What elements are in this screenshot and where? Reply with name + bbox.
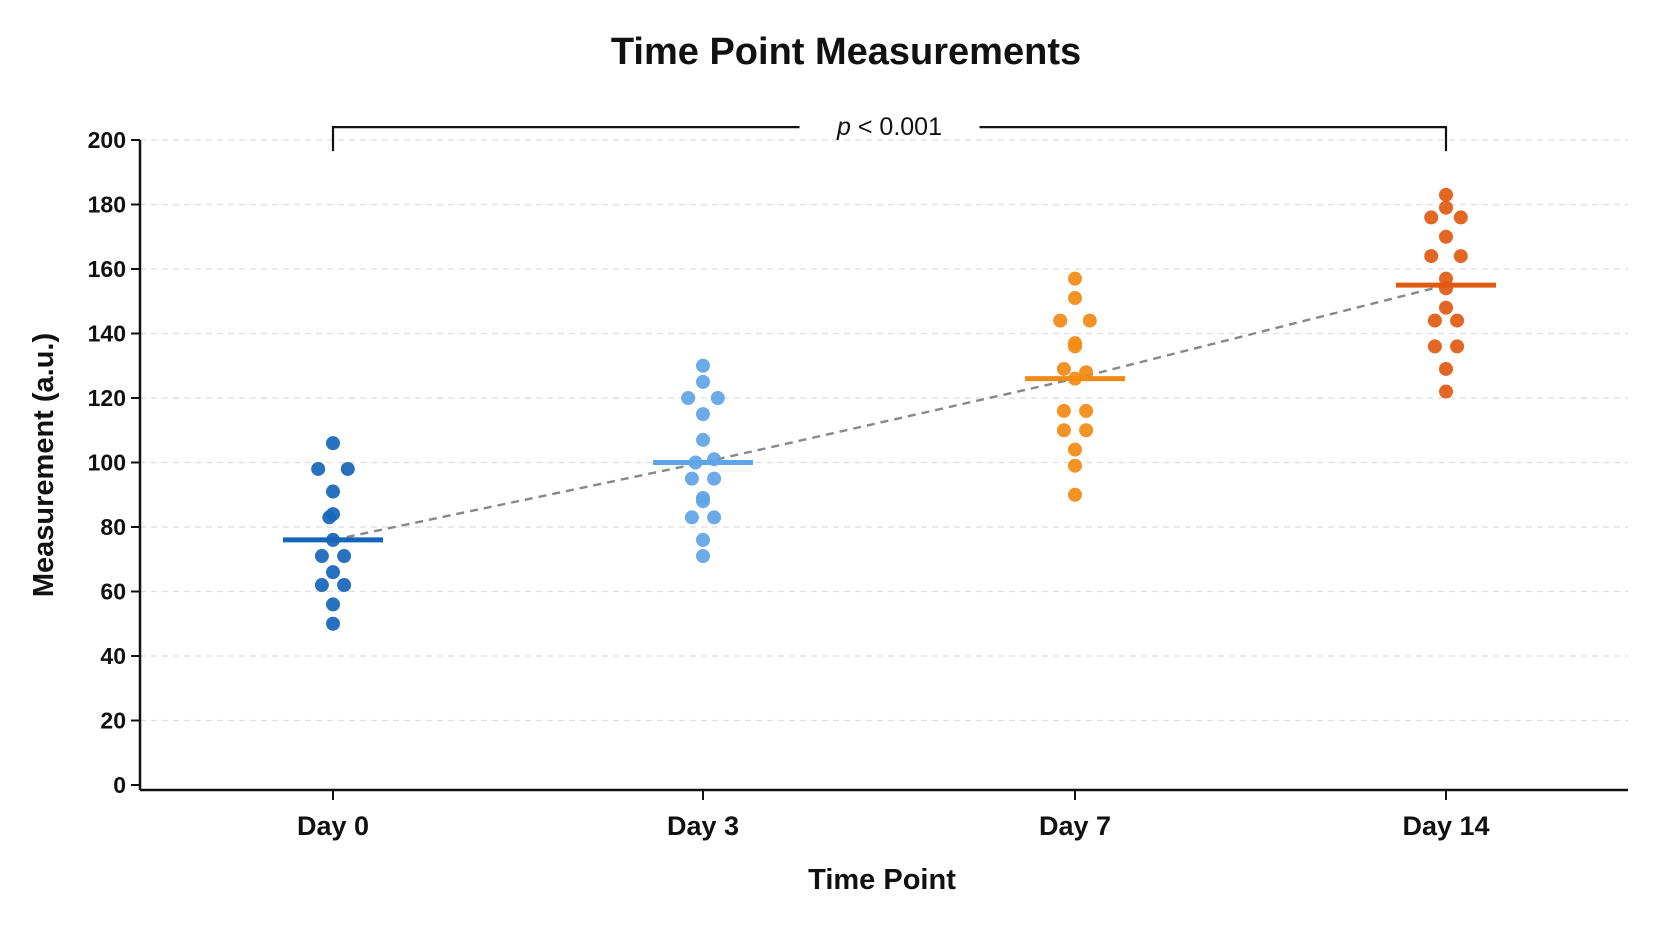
data-point — [1068, 291, 1082, 306]
data-point — [314, 578, 329, 593]
data-point — [1056, 423, 1071, 438]
data-point — [311, 461, 326, 476]
data-point — [684, 471, 699, 486]
data-point — [1068, 442, 1082, 457]
y-tick-label: 0 — [113, 772, 126, 798]
data-point — [322, 510, 337, 525]
data-point — [1439, 300, 1453, 315]
data-point — [326, 565, 340, 580]
data-point — [696, 532, 710, 547]
data-point — [1439, 187, 1453, 202]
data-point — [1079, 403, 1094, 418]
x-axis-title: Time Point — [808, 864, 956, 896]
y-axis-ticks: 0 20 40 60 80 100 120 140 160 180 200 — [88, 127, 140, 798]
x-tick-label: Day 3 — [667, 811, 739, 841]
data-point — [1439, 361, 1453, 376]
data-point — [1068, 487, 1082, 502]
x-tick-label: Day 7 — [1039, 811, 1111, 841]
chart-title: Time Point Measurements — [611, 31, 1081, 73]
data-point — [1427, 313, 1442, 328]
data-point — [326, 616, 340, 631]
data-point — [696, 407, 710, 422]
data-point — [1053, 313, 1068, 328]
data-point — [1424, 210, 1439, 225]
data-point — [326, 597, 340, 612]
data-point — [1068, 458, 1082, 473]
data-point — [696, 358, 710, 373]
y-tick-label: 180 — [88, 192, 126, 218]
grid-lines — [140, 139, 1628, 722]
data-point — [1439, 384, 1453, 399]
data-point — [1079, 365, 1094, 380]
trend-line-group — [332, 283, 1447, 542]
data-point — [1068, 271, 1082, 286]
data-point — [1450, 339, 1465, 354]
x-tick-label: Day 14 — [1402, 811, 1489, 841]
data-point — [326, 436, 340, 451]
x-axis-ticks: Day 0 Day 3 Day 7 Day 14 — [297, 790, 1490, 841]
data-point — [326, 484, 340, 499]
data-point — [1439, 271, 1453, 286]
y-tick-label: 160 — [88, 256, 126, 282]
data-point — [707, 471, 722, 486]
y-axis-title: Measurement (a.u.) — [28, 333, 60, 597]
data-point — [1453, 249, 1468, 264]
bracket-right — [979, 126, 1448, 152]
data-point — [337, 549, 352, 564]
data-point — [696, 432, 710, 447]
data-point — [337, 578, 352, 593]
data-point — [696, 494, 710, 509]
y-tick-label: 80 — [100, 514, 126, 540]
data-point — [707, 510, 722, 525]
data-point — [1079, 423, 1094, 438]
data-point — [1056, 361, 1071, 376]
y-tick-label: 140 — [88, 321, 126, 347]
data-point — [696, 374, 710, 389]
significance-bracket: p < 0.001 — [331, 113, 1448, 152]
y-tick-label: 60 — [100, 579, 126, 605]
data-point — [1068, 339, 1082, 354]
data-point — [1424, 249, 1439, 264]
data-point — [1439, 229, 1453, 244]
data-points — [311, 187, 1468, 631]
trend-line — [332, 283, 1447, 542]
bracket-left — [331, 126, 800, 152]
data-point — [1450, 313, 1465, 328]
data-point — [1453, 210, 1468, 225]
data-point — [681, 391, 696, 405]
data-point — [1082, 313, 1097, 328]
data-point — [696, 549, 710, 564]
data-point — [1056, 403, 1071, 418]
y-tick-label: 200 — [88, 127, 126, 153]
data-point — [710, 391, 725, 405]
data-point — [340, 461, 355, 476]
y-tick-label: 100 — [88, 450, 126, 476]
data-point — [314, 549, 329, 564]
x-tick-label: Day 0 — [297, 811, 369, 841]
y-tick-label: 20 — [100, 708, 126, 734]
y-tick-label: 40 — [100, 643, 126, 669]
data-point — [684, 510, 699, 525]
data-point — [1439, 200, 1453, 215]
mean-markers — [283, 282, 1496, 543]
significance-label: p < 0.001 — [836, 113, 942, 141]
data-point — [1427, 339, 1442, 354]
y-tick-label: 120 — [88, 385, 126, 411]
